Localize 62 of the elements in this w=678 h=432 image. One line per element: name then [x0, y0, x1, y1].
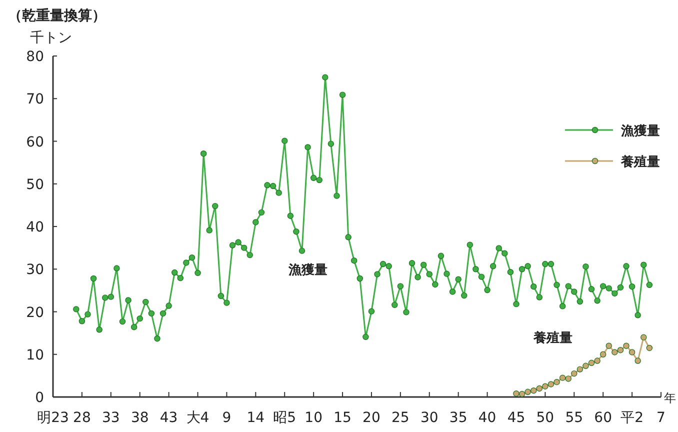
- point: [576, 366, 584, 372]
- x-tick-label: 30: [420, 410, 438, 426]
- x-tick-label: 40: [478, 410, 496, 426]
- x-tick-label: 43: [160, 410, 178, 426]
- y-tick-label: 50: [26, 176, 44, 193]
- x-tick-label: 大4: [186, 410, 210, 426]
- x-tick-label: 38: [130, 410, 149, 426]
- x-axis-title: 年: [664, 391, 676, 405]
- y-tick-label: 0: [35, 390, 44, 406]
- point: [548, 381, 554, 388]
- point: [628, 349, 636, 356]
- y-tick-label: 60: [26, 134, 44, 150]
- point: [513, 390, 520, 397]
- x-tick-label: 明23: [37, 410, 69, 426]
- legend-label: 養殖量: [620, 154, 660, 170]
- x-tick-label: 33: [102, 410, 120, 426]
- x-tick-label: 14: [246, 410, 265, 426]
- legend-label: 漁獲量: [620, 124, 660, 139]
- point: [588, 360, 595, 366]
- point: [640, 334, 647, 340]
- point: [565, 376, 572, 382]
- x-tick-label: 7: [656, 410, 666, 426]
- y-tick-label: 40: [26, 220, 44, 236]
- point: [612, 349, 618, 356]
- y-tick-label: 80: [26, 49, 44, 65]
- point: [617, 347, 624, 354]
- annotation: 漁獲量: [288, 263, 328, 278]
- y-tick-label: 10: [26, 347, 44, 364]
- x-tick-label: 20: [362, 410, 380, 426]
- point: [518, 390, 526, 398]
- point: [554, 378, 560, 386]
- chart-title: （乾重量換算）: [8, 8, 106, 24]
- x-tick-label: 45: [507, 410, 526, 426]
- point: [594, 358, 600, 364]
- x-tick-label: 35: [449, 410, 468, 426]
- point: [524, 388, 531, 395]
- x-tick-label: 15: [334, 410, 352, 426]
- x-tick-label: 60: [594, 410, 612, 426]
- y-tick-label: 30: [26, 262, 44, 278]
- point: [530, 388, 537, 394]
- x-tick-label: 10: [304, 410, 322, 426]
- point: [600, 351, 606, 358]
- y-axis-title: 千トン: [30, 30, 72, 46]
- x-tick-label: 昭5: [273, 410, 296, 426]
- point: [542, 383, 548, 390]
- point: [646, 344, 653, 352]
- x-tick-label: 25: [392, 410, 410, 426]
- point: [623, 342, 630, 349]
- x-tick-label: 50: [536, 410, 554, 426]
- point: [571, 370, 578, 377]
- y-tick-label: 20: [26, 304, 44, 321]
- point: [582, 362, 589, 369]
- point: [536, 385, 542, 392]
- x-tick-label: 9: [222, 410, 232, 426]
- point: [634, 358, 641, 364]
- x-tick-label: 28: [73, 410, 91, 426]
- x-tick-label: 平2: [620, 410, 644, 426]
- x-tick-label: 55: [565, 410, 584, 426]
- point: [606, 342, 612, 349]
- point: [559, 374, 566, 381]
- annotation: 養殖量: [532, 330, 572, 346]
- y-tick-label: 70: [26, 92, 44, 108]
